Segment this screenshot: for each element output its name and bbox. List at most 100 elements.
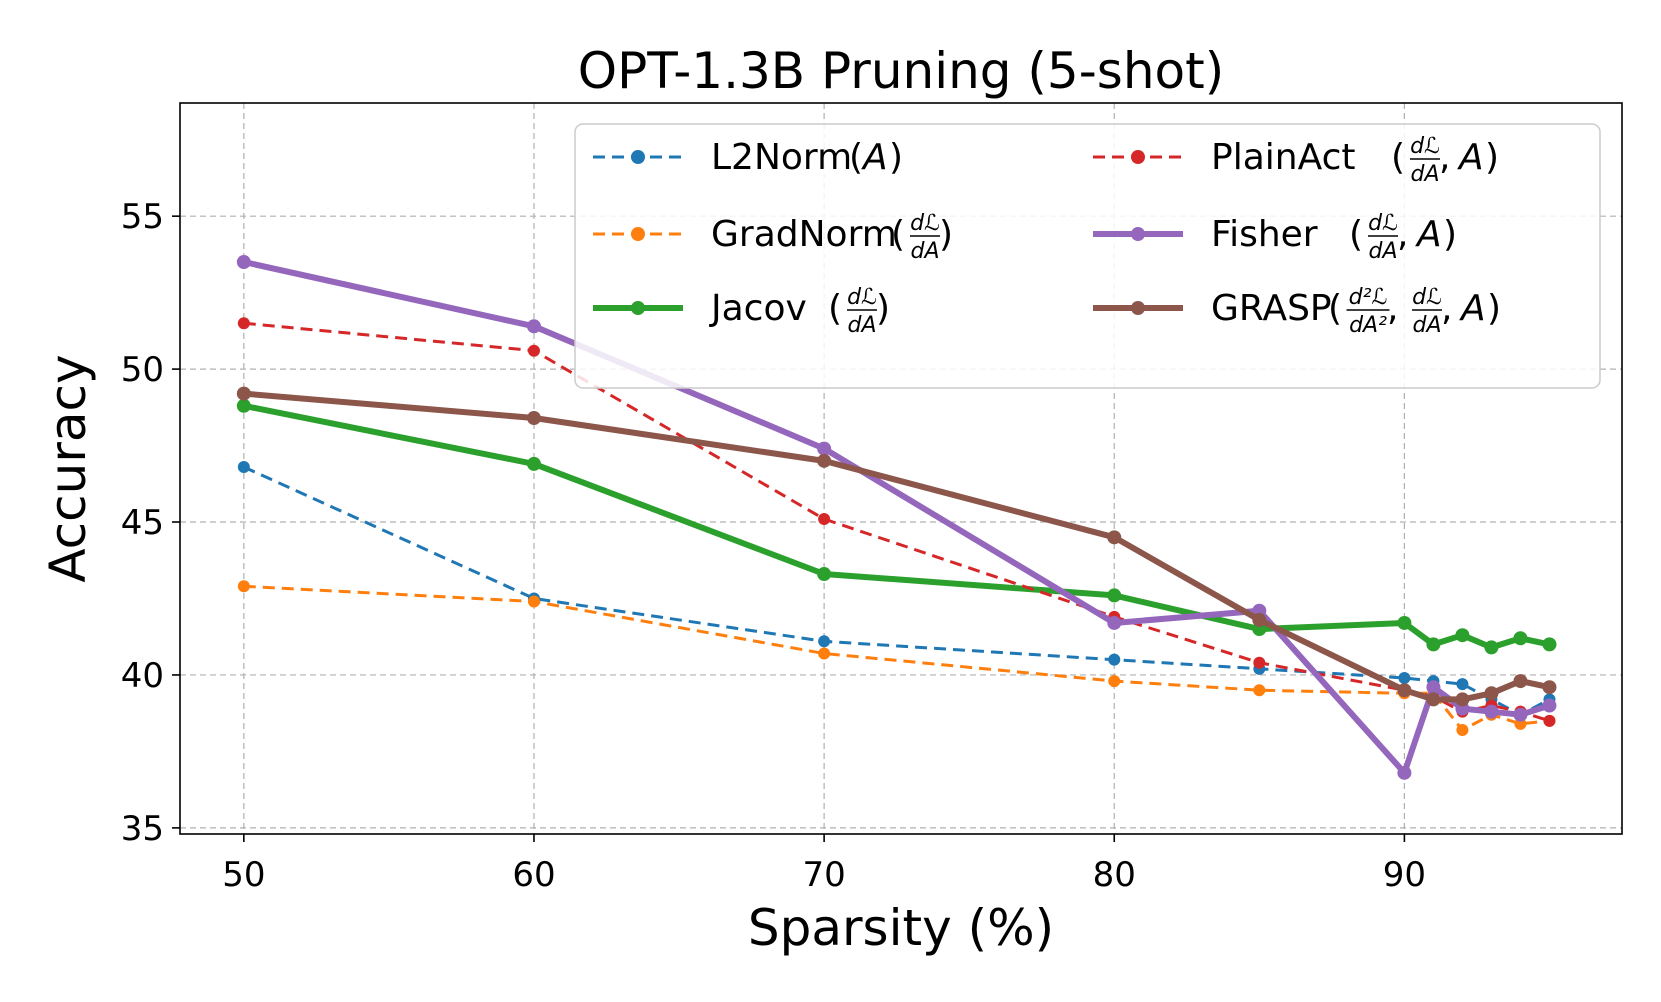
data-point — [818, 635, 831, 648]
data-point — [237, 460, 250, 473]
data-point — [817, 453, 832, 468]
legend-paren: ) — [1485, 137, 1499, 178]
data-point — [1484, 640, 1499, 655]
legend-frac-den: dA — [1410, 162, 1439, 187]
legend-frac-num: d²ℒ — [1349, 285, 1388, 310]
x-tick-label: 80 — [1093, 855, 1136, 895]
legend-paren: ( — [1349, 214, 1363, 255]
legend-swatch-marker — [1131, 150, 1145, 164]
legend-frac-den: dA — [1368, 239, 1397, 264]
data-point — [817, 441, 832, 456]
chart-title: OPT-1.3B Pruning (5-shot) — [578, 42, 1224, 100]
y-tick-label: 35 — [121, 809, 164, 849]
series-layer — [236, 255, 1557, 780]
x-axis-label: Sparsity (%) — [748, 899, 1054, 957]
data-point — [237, 317, 250, 330]
data-point — [1542, 680, 1557, 695]
data-point — [526, 411, 541, 426]
legend-label: L2Norm — [711, 137, 852, 178]
data-point — [1426, 637, 1441, 652]
legend-box — [574, 123, 1601, 389]
data-point — [1484, 686, 1499, 701]
y-tick-label: 50 — [121, 350, 164, 390]
legend-label: Fisher — [1211, 214, 1318, 255]
legend-comma: , — [1441, 288, 1452, 329]
series-jacov — [236, 398, 1557, 655]
data-point — [1397, 683, 1412, 698]
data-point — [1456, 724, 1469, 737]
data-point — [1542, 637, 1557, 652]
legend-variable: A — [1459, 288, 1486, 329]
legend-label: PlainAct — [1211, 137, 1356, 178]
legend-entry-l2norm: L2Norm(A) — [593, 137, 903, 178]
legend-entry-jacov: Jacov (dℒ dA) — [593, 285, 890, 338]
data-point — [818, 647, 831, 660]
data-point — [526, 319, 541, 334]
legend-comma: , — [1397, 214, 1408, 255]
legend-paren: ( — [891, 214, 905, 255]
legend-label: GRASP — [1211, 288, 1332, 329]
legend-frac-num: dℒ — [1368, 211, 1398, 236]
legend-paren: ) — [889, 137, 903, 178]
data-point — [1426, 680, 1441, 695]
data-point — [1513, 674, 1528, 689]
legend-paren: ) — [1443, 214, 1457, 255]
x-tick-label: 70 — [802, 855, 845, 895]
data-point — [236, 398, 251, 413]
data-point — [1108, 675, 1121, 688]
legend-comma: , — [1387, 288, 1398, 329]
series-line — [243, 465, 1551, 717]
legend-label: Jacov — [709, 288, 807, 329]
x-tick-label: 60 — [512, 855, 555, 895]
data-point — [817, 567, 832, 582]
legend-paren: ) — [939, 214, 953, 255]
series-grasp — [236, 386, 1557, 707]
legend-entry-fisher: Fisher (dℒ dA, A) — [1093, 211, 1457, 264]
legend-label: GradNorm — [711, 214, 897, 255]
data-point — [527, 344, 540, 357]
legend-paren: ) — [1487, 288, 1501, 329]
legend-paren: ( — [1391, 137, 1405, 178]
legend-paren: ( — [828, 288, 842, 329]
y-tick-label: 55 — [121, 197, 164, 237]
legend-swatch-marker — [631, 227, 645, 241]
legend-paren: ) — [876, 288, 890, 329]
data-point — [526, 456, 541, 471]
data-point — [1253, 656, 1266, 669]
data-point — [1107, 588, 1122, 603]
legend-frac-num: dℒ — [910, 211, 940, 236]
legend-comma: , — [1439, 137, 1450, 178]
y-tick-label: 40 — [121, 656, 164, 696]
legend: L2Norm(A)GradNorm(dℒdA)Jacov(dℒdA)PlainA… — [574, 123, 1601, 389]
data-point — [1455, 692, 1470, 707]
data-point — [1253, 684, 1266, 697]
legend-paren: ( — [1328, 288, 1342, 329]
data-point — [1107, 615, 1122, 630]
data-point — [1542, 698, 1557, 713]
legend-frac-num: dℒ — [1410, 134, 1440, 159]
legend-frac-num: dℒ — [847, 285, 877, 310]
legend-frac-den: dA — [847, 313, 876, 338]
x-tick-label: 50 — [222, 855, 265, 895]
data-point — [1543, 714, 1556, 727]
data-point — [1108, 653, 1121, 666]
data-point — [1513, 631, 1528, 646]
legend-entry-plainact: PlainAct (dℒ dA, A) — [1093, 134, 1499, 187]
data-point — [527, 595, 540, 608]
data-point — [1397, 765, 1412, 780]
data-point — [818, 512, 831, 525]
legend-frac-den: dA — [1412, 313, 1441, 338]
legend-variable: A — [861, 137, 888, 178]
data-point — [1397, 615, 1412, 630]
legend-swatch-marker — [1131, 301, 1145, 315]
data-point — [236, 386, 251, 401]
data-point — [1456, 678, 1469, 691]
data-point — [1455, 628, 1470, 643]
data-point — [237, 580, 250, 593]
data-point — [236, 255, 251, 270]
series-line — [243, 321, 1550, 723]
legend-frac-den: dA² — [1349, 313, 1387, 338]
